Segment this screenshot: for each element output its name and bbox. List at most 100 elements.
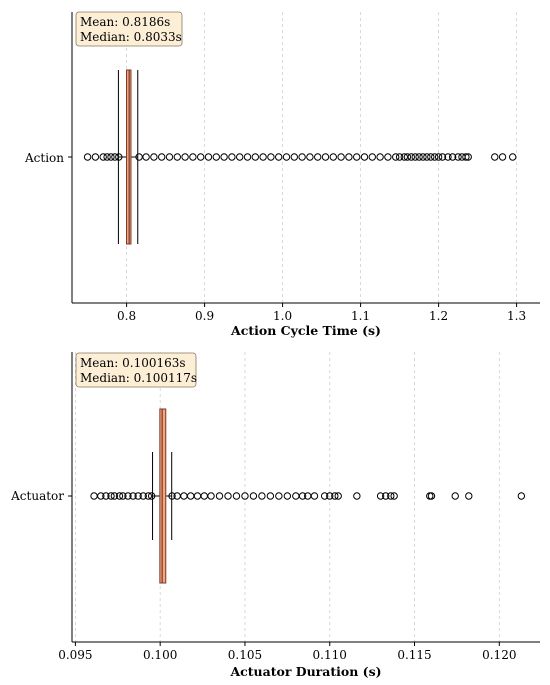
outlier-point	[173, 153, 182, 161]
action-cycle-panel: 0.8 0.9 1.0 1.1 1.2 1.3 Action Action Cycle T…	[24, 11, 540, 338]
outlier-point	[376, 153, 384, 161]
outlier-point	[207, 492, 215, 500]
outlier-point	[83, 153, 92, 161]
stats-box: Mean: 0.100163s Median: 0.100117s	[75, 352, 197, 388]
x-tick-label: 0.8	[117, 309, 136, 323]
outlier-point	[345, 153, 353, 161]
outlier-point	[310, 492, 319, 500]
outlier-point	[314, 153, 322, 161]
outlier-point	[320, 492, 329, 500]
outlier-point	[144, 492, 153, 500]
outlier-point	[434, 153, 443, 161]
x-tick-label: 0.120	[482, 648, 516, 662]
outlier-point	[193, 492, 202, 500]
stats-box-bg	[75, 352, 197, 388]
outlier-point	[464, 153, 472, 161]
outlier-point	[241, 492, 249, 500]
outlier-point	[102, 492, 110, 500]
mean-text: Mean: 0.100163s	[80, 356, 186, 370]
x-tick-label: 0.115	[397, 648, 431, 662]
x-gridlines	[126, 12, 517, 303]
outlier-point	[110, 492, 119, 500]
outlier-point	[444, 153, 452, 161]
outlier-point	[259, 153, 267, 161]
outlier-point	[321, 153, 330, 161]
outlier-point	[419, 153, 427, 161]
outlier-point	[423, 153, 431, 161]
outlier-point	[134, 492, 142, 500]
outlier-point	[103, 153, 111, 161]
outlier-point	[334, 492, 342, 500]
outlier-point	[266, 492, 275, 500]
actuator-duration-panel: 0.095 0.100 0.105 0.110 0.115 0.120 Actuator …	[10, 352, 540, 679]
outlier-point	[400, 153, 408, 161]
x-tick-label: 0.100	[143, 648, 177, 662]
outlier-points	[90, 492, 526, 500]
x-gridlines	[74, 352, 500, 642]
outlier-point	[197, 153, 205, 161]
x-tick-label: 1.3	[507, 309, 526, 323]
outlier-point	[337, 153, 345, 161]
outlier-point	[165, 153, 174, 161]
axes	[71, 352, 540, 643]
outlier-point	[258, 492, 266, 500]
outlier-point	[181, 153, 189, 161]
outlier-point	[390, 492, 398, 500]
outlier-point	[97, 492, 105, 500]
outlier-point	[189, 153, 197, 161]
outlier-point	[129, 492, 137, 500]
stats-box: Mean: 0.8186s Median: 0.8033s	[75, 11, 183, 47]
outlier-point	[407, 153, 415, 161]
outlier-point	[509, 153, 517, 161]
outlier-point	[465, 492, 473, 500]
outlier-point	[232, 492, 241, 500]
outlier-point	[329, 153, 337, 161]
outlier-point	[119, 492, 127, 500]
outlier-point	[448, 153, 457, 161]
x-ticks: 0.8 0.9 1.0 1.1 1.2 1.3	[68, 156, 526, 323]
outlier-point	[275, 492, 283, 500]
outlier-point	[392, 153, 400, 161]
outlier-point	[326, 492, 334, 500]
outlier-point	[438, 153, 447, 161]
stats-box-bg	[75, 11, 183, 47]
outlier-point	[236, 153, 244, 161]
outlier-point	[381, 492, 390, 500]
outlier-points	[83, 153, 517, 161]
median-text: Median: 0.100117s	[80, 371, 197, 385]
outlier-point	[115, 492, 124, 500]
outlier-point	[403, 153, 412, 161]
outlier-point	[224, 492, 232, 500]
x-axis-title: Actuator Duration (s)	[229, 664, 381, 679]
outlier-point	[275, 153, 283, 161]
outlier-point	[228, 153, 236, 161]
outlier-point	[282, 153, 291, 161]
outlier-point	[368, 153, 376, 161]
outlier-point	[415, 153, 423, 161]
outlier-point	[139, 492, 147, 500]
outlier-point	[353, 492, 361, 500]
outlier-point	[431, 153, 439, 161]
outlier-point	[150, 153, 158, 161]
outlier-point	[517, 492, 526, 500]
outlier-point	[249, 492, 258, 500]
outlier-point	[384, 153, 392, 161]
x-tick-label: 1.2	[429, 309, 448, 323]
outlier-point	[411, 153, 419, 161]
x-tick-label: 1.0	[273, 309, 292, 323]
category-label: Actuator	[10, 489, 64, 503]
outlier-point	[427, 153, 435, 161]
outlier-point	[427, 492, 436, 500]
outlier-point	[454, 153, 462, 161]
outlier-point	[186, 492, 195, 500]
outlier-point	[353, 153, 361, 161]
outlier-point	[360, 153, 369, 161]
outlier-point	[331, 492, 339, 500]
outlier-point	[124, 492, 132, 500]
outlier-point	[267, 153, 275, 161]
outlier-point	[204, 153, 213, 161]
outlier-point	[491, 153, 499, 161]
outlier-point	[451, 492, 459, 500]
iqr-box	[159, 408, 167, 584]
x-tick-label: 0.105	[228, 648, 262, 662]
